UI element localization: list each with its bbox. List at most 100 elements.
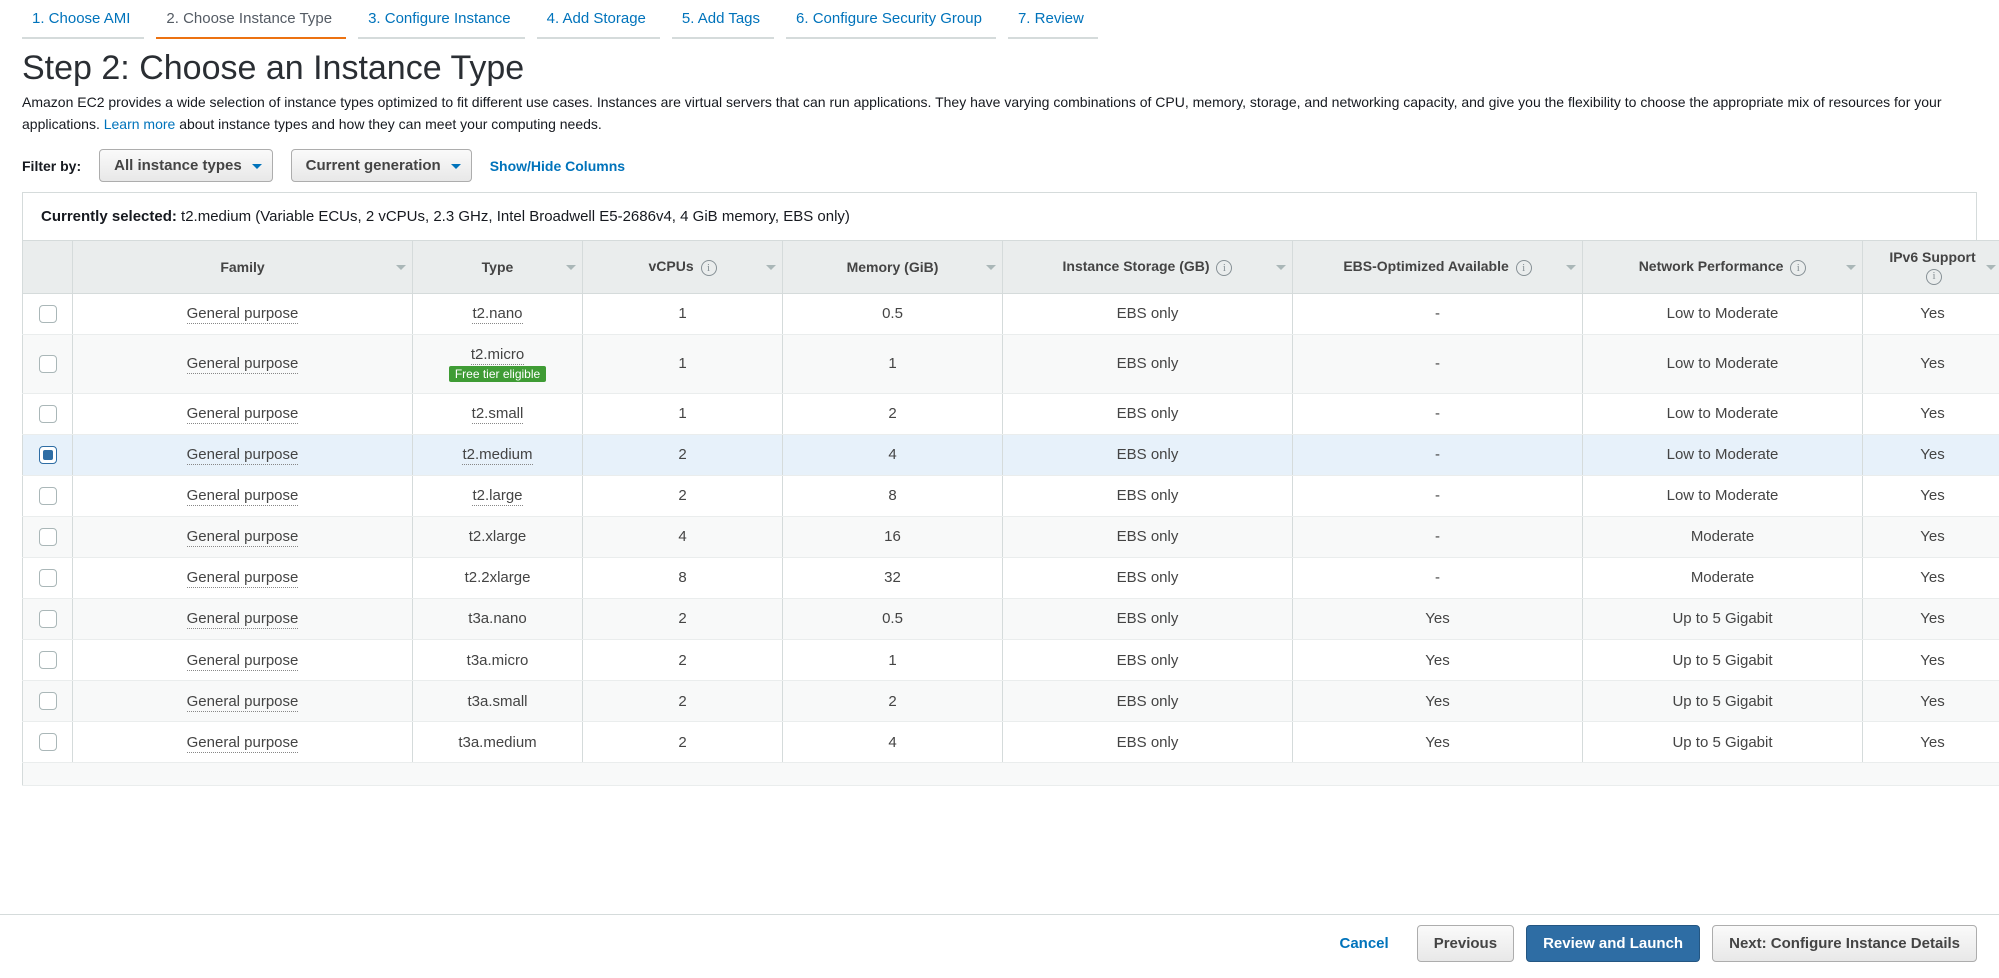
wizard-step-4[interactable]: 4. Add Storage	[537, 0, 660, 39]
row-checkbox[interactable]	[39, 487, 57, 505]
cell-ebs: Yes	[1293, 681, 1583, 722]
col-type[interactable]: Type	[413, 241, 583, 293]
cell-family: General purpose	[73, 557, 413, 598]
row-checkbox[interactable]	[39, 405, 57, 423]
col-vcpus-label: vCPUs	[648, 258, 693, 274]
cell-vcpus: 2	[583, 434, 783, 475]
info-icon[interactable]: i	[1926, 269, 1942, 285]
col-memory[interactable]: Memory (GiB)	[783, 241, 1003, 293]
info-icon[interactable]: i	[1516, 260, 1532, 276]
cell-family: General purpose	[73, 598, 413, 639]
cell-memory: 1	[783, 639, 1003, 680]
table-row[interactable]: General purposet3a.nano20.5EBS onlyYesUp…	[23, 598, 1999, 639]
chevron-down-icon	[986, 265, 996, 275]
family-label: General purpose	[187, 446, 299, 465]
col-family[interactable]: Family	[73, 241, 413, 293]
table-row[interactable]: General purposet2.small12EBS only-Low to…	[23, 393, 1999, 434]
col-ipv6[interactable]: IPv6 Supporti	[1863, 241, 1999, 293]
cell-family: General purpose	[73, 639, 413, 680]
type-label: t2.2xlarge	[465, 569, 531, 586]
cell-ebs: Yes	[1293, 722, 1583, 763]
wizard-steps: 1. Choose AMI 2. Choose Instance Type 3. C…	[16, 0, 1983, 39]
wizard-step-5[interactable]: 5. Add Tags	[672, 0, 774, 39]
table-row[interactable]: General purposet2.2xlarge832EBS only-Mod…	[23, 557, 1999, 598]
table-row[interactable]: General purposet2.large28EBS only-Low to…	[23, 475, 1999, 516]
filter-instance-types-dropdown[interactable]: All instance types	[99, 149, 273, 182]
wizard-step-1[interactable]: 1. Choose AMI	[22, 0, 144, 39]
table-row[interactable]: General purposet2.nano10.5EBS only-Low t…	[23, 293, 1999, 334]
row-checkbox[interactable]	[39, 528, 57, 546]
wizard-step-6[interactable]: 6. Configure Security Group	[786, 0, 996, 39]
row-checkbox[interactable]	[39, 733, 57, 751]
family-label: General purpose	[187, 610, 299, 629]
table-row[interactable]: General purposet3a.medium24EBS onlyYesUp…	[23, 722, 1999, 763]
cell-storage: EBS only	[1003, 393, 1293, 434]
table-row[interactable]: General purposet2.xlarge416EBS only-Mode…	[23, 516, 1999, 557]
cell-ipv6: Yes	[1863, 639, 1999, 680]
cell-network: Moderate	[1583, 557, 1863, 598]
cell-ebs: Yes	[1293, 598, 1583, 639]
cell-family: General purpose	[73, 434, 413, 475]
info-icon[interactable]: i	[701, 260, 717, 276]
show-hide-columns-link[interactable]: Show/Hide Columns	[490, 158, 625, 174]
row-checkbox[interactable]	[39, 692, 57, 710]
previous-button[interactable]: Previous	[1417, 925, 1514, 962]
page-title: Step 2: Choose an Instance Type	[22, 49, 1977, 88]
cell-network: Up to 5 Gigabit	[1583, 598, 1863, 639]
cell-ipv6: Yes	[1863, 334, 1999, 393]
row-checkbox[interactable]	[39, 355, 57, 373]
row-checkbox[interactable]	[39, 446, 57, 464]
table-row[interactable]: General purposet3a.small22EBS onlyYesUp …	[23, 681, 1999, 722]
cell-checkbox	[23, 475, 73, 516]
cell-memory: 8	[783, 475, 1003, 516]
cell-ipv6: Yes	[1863, 475, 1999, 516]
cancel-button[interactable]: Cancel	[1323, 925, 1404, 962]
cell-checkbox	[23, 598, 73, 639]
cell-network: Low to Moderate	[1583, 434, 1863, 475]
chevron-down-icon	[1986, 265, 1996, 275]
chevron-down-icon	[1276, 265, 1286, 275]
table-row[interactable]: General purposet2.microFree tier eligibl…	[23, 334, 1999, 393]
row-checkbox[interactable]	[39, 569, 57, 587]
cell-storage: EBS only	[1003, 722, 1293, 763]
review-and-launch-button[interactable]: Review and Launch	[1526, 925, 1700, 962]
table-row[interactable]: General purposet3a.micro21EBS onlyYesUp …	[23, 639, 1999, 680]
cell-vcpus: 1	[583, 334, 783, 393]
col-network[interactable]: Network Performance i	[1583, 241, 1863, 293]
cell-type: t2.nano	[413, 293, 583, 334]
learn-more-link[interactable]: Learn more	[104, 116, 176, 132]
currently-selected-label: Currently selected:	[41, 208, 181, 225]
wizard-step-3[interactable]: 3. Configure Instance	[358, 0, 525, 39]
row-checkbox[interactable]	[39, 651, 57, 669]
col-storage-label: Instance Storage (GB)	[1063, 258, 1210, 274]
cell-ebs: -	[1293, 557, 1583, 598]
cell-network: Low to Moderate	[1583, 475, 1863, 516]
row-checkbox[interactable]	[39, 305, 57, 323]
cell-family: General purpose	[73, 293, 413, 334]
family-label: General purpose	[187, 405, 299, 424]
type-label: t2.medium	[462, 446, 532, 465]
filter-generation-dropdown[interactable]: Current generation	[291, 149, 472, 182]
cell-network: Low to Moderate	[1583, 393, 1863, 434]
page-description: Amazon EC2 provides a wide selection of …	[22, 92, 1977, 135]
info-icon[interactable]: i	[1216, 260, 1232, 276]
wizard-step-7[interactable]: 7. Review	[1008, 0, 1098, 39]
cell-type: t2.xlarge	[413, 516, 583, 557]
type-label: t3a.small	[467, 693, 527, 710]
wizard-step-2[interactable]: 2. Choose Instance Type	[156, 0, 346, 39]
cell-storage: EBS only	[1003, 334, 1293, 393]
col-storage[interactable]: Instance Storage (GB) i	[1003, 241, 1293, 293]
cell-storage: EBS only	[1003, 639, 1293, 680]
family-label: General purpose	[187, 693, 299, 712]
col-vcpus[interactable]: vCPUs i	[583, 241, 783, 293]
col-ebs[interactable]: EBS-Optimized Available i	[1293, 241, 1583, 293]
type-label: t2.small	[472, 405, 524, 424]
table-row[interactable]: General purposet2.medium24EBS only-Low t…	[23, 434, 1999, 475]
cell-network: Up to 5 Gigabit	[1583, 722, 1863, 763]
row-checkbox[interactable]	[39, 610, 57, 628]
info-icon[interactable]: i	[1790, 260, 1806, 276]
next-button[interactable]: Next: Configure Instance Details	[1712, 925, 1977, 962]
table-row	[23, 763, 1999, 786]
cell-checkbox	[23, 557, 73, 598]
free-tier-badge: Free tier eligible	[449, 366, 546, 382]
